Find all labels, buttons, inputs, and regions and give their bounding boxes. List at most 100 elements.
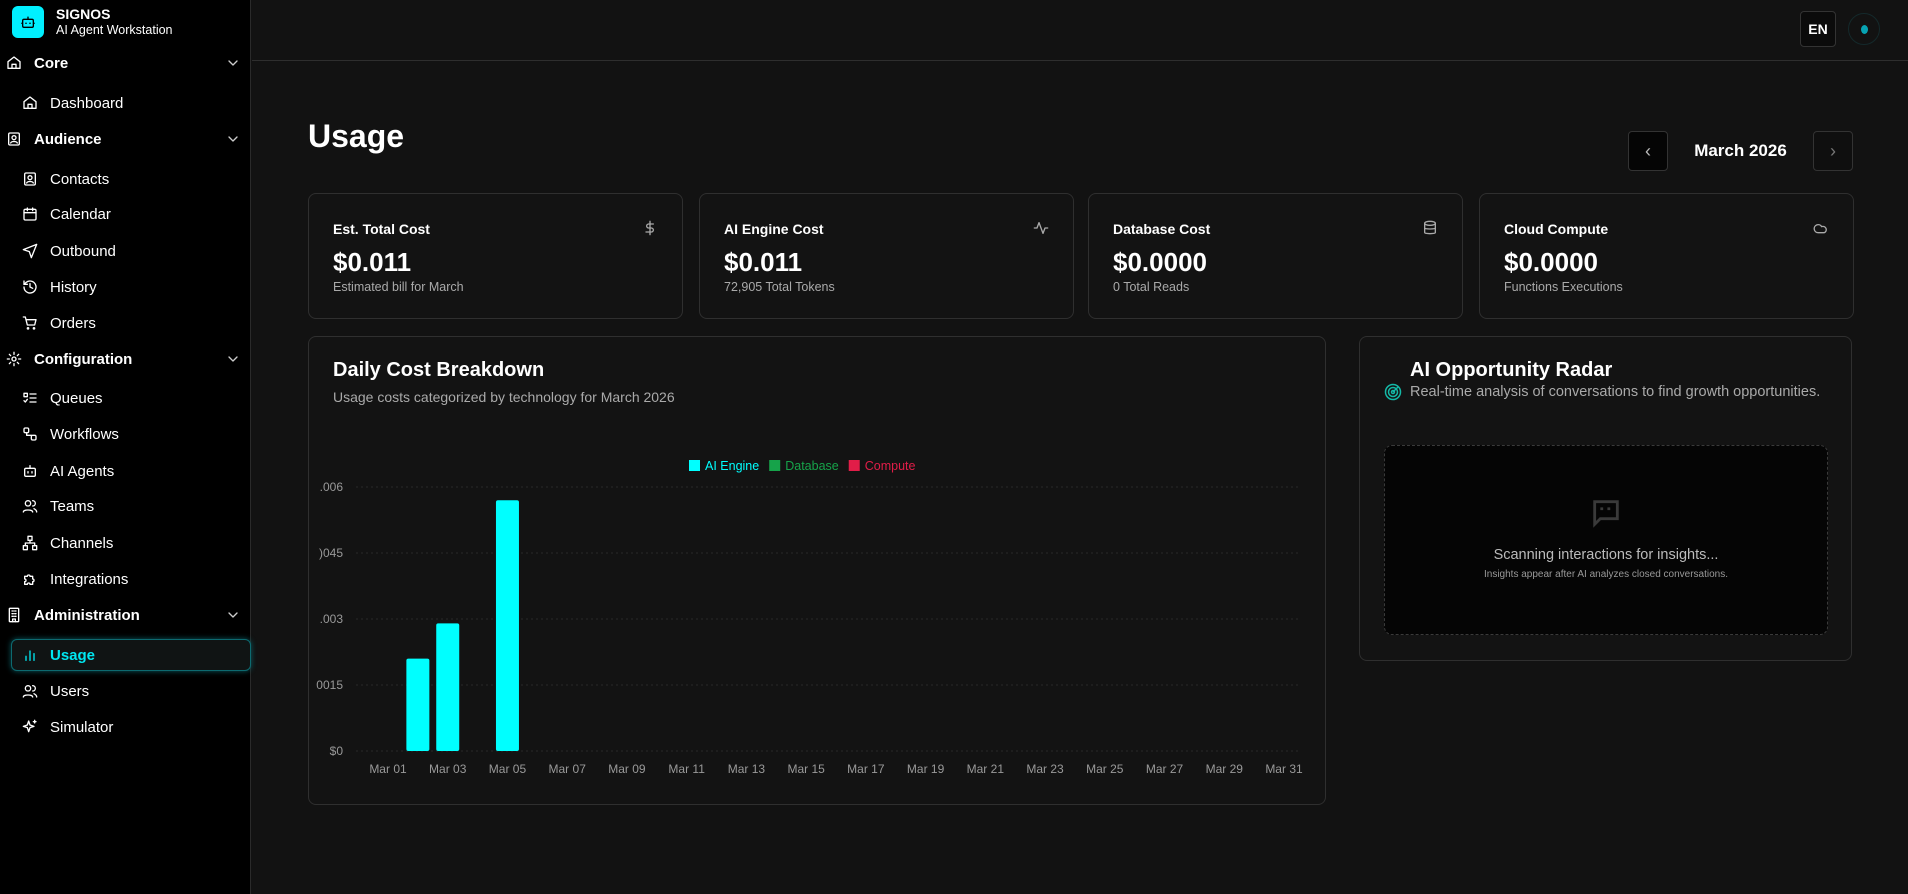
calendar-icon [23, 207, 37, 221]
stat-card-ai-engine-cost: AI Engine Cost $0.011 72,905 Total Tokens [699, 193, 1074, 319]
sidebar-item-integrations[interactable]: Integrations [0, 563, 251, 595]
sidebar-item-users[interactable]: Users [0, 675, 251, 707]
x-tick-label: Mar 05 [489, 762, 527, 776]
y-tick-label: 0015 [316, 678, 343, 692]
database-icon [1424, 220, 1436, 235]
bar-ai-engine[interactable] [406, 658, 430, 751]
radar-icon [1384, 383, 1402, 401]
x-tick-label: Mar 01 [369, 762, 407, 776]
x-tick-label: Mar 23 [1026, 762, 1064, 776]
x-tick-label: Mar 17 [847, 762, 885, 776]
breakdown-subtitle: Usage costs categorized by technology fo… [333, 389, 675, 405]
legend-swatch [848, 460, 860, 471]
topbar: EN [252, 0, 1908, 61]
network-icon [22, 535, 38, 551]
ai-opportunity-radar-card: AI Opportunity Radar Real-time analysis … [1359, 336, 1852, 661]
stat-subtext: Estimated bill for March [333, 280, 464, 294]
month-navigator: ‹ March 2026 › [1628, 131, 1853, 171]
sidebar-group-administration[interactable]: Administration [0, 599, 251, 631]
x-tick-label: Mar 13 [728, 762, 766, 776]
sidebar-item-usage[interactable]: Usage [11, 639, 251, 671]
sidebar-item-label: Calendar [50, 205, 111, 223]
home-icon [23, 96, 37, 109]
sidebar: SIGNOS AI Agent Workstation Core Dashboard… [0, 0, 251, 894]
chevron-left-icon: ‹ [1645, 140, 1651, 161]
x-tick-label: Mar 25 [1086, 762, 1124, 776]
brand[interactable]: SIGNOS AI Agent Workstation [12, 6, 173, 38]
chevron-down-icon [228, 136, 238, 142]
radar-title: AI Opportunity Radar [1410, 359, 1613, 381]
sidebar-item-label: Orders [50, 314, 96, 332]
insights-empty-state: Scanning interactions for insights... In… [1384, 445, 1828, 635]
sidebar-item-calendar[interactable]: Calendar [0, 198, 251, 230]
x-tick-label: Mar 21 [967, 762, 1005, 776]
y-tick-label: .006 [320, 480, 344, 494]
contact-icon [8, 132, 20, 146]
users-icon [22, 500, 38, 513]
workflow-icon [23, 427, 37, 441]
sidebar-group-audience[interactable]: Audience [0, 123, 251, 155]
y-tick-label: .003 [320, 612, 344, 626]
stat-value: $0.0000 [1113, 247, 1207, 277]
group-label: Administration [34, 606, 140, 624]
bot-icon [24, 465, 36, 477]
sidebar-item-label: Simulator [50, 718, 114, 736]
stat-subtext: Functions Executions [1504, 280, 1623, 294]
bar-ai-engine[interactable] [436, 623, 460, 751]
legend-label[interactable]: Database [785, 459, 839, 473]
y-tick-label: $0 [330, 744, 344, 758]
sidebar-item-contacts[interactable]: Contacts [0, 163, 251, 195]
language-button[interactable]: EN [1800, 11, 1836, 47]
history-icon [23, 280, 37, 294]
stat-value: $0.011 [724, 247, 803, 277]
sidebar-item-label: Users [50, 682, 90, 700]
status-indicator-button[interactable] [1848, 13, 1880, 45]
dollar-icon [645, 220, 654, 236]
sidebar-item-queues[interactable]: Queues [0, 382, 251, 414]
sidebar-item-workflows[interactable]: Workflows [0, 418, 251, 450]
empty-title: Scanning interactions for insights... [1493, 547, 1719, 563]
chevron-down-icon [228, 612, 238, 618]
brand-name: SIGNOS [56, 6, 111, 22]
next-month-button[interactable]: › [1813, 131, 1853, 171]
stat-card-database-cost: Database Cost $0.0000 0 Total Reads [1088, 193, 1463, 319]
sidebar-item-label: Usage [50, 646, 96, 664]
sidebar-item-teams[interactable]: Teams [0, 490, 251, 522]
legend-label[interactable]: Compute [865, 459, 916, 473]
sidebar-item-ai-agents[interactable]: AI Agents [0, 455, 251, 487]
x-tick-label: Mar 11 [668, 762, 705, 776]
sidebar-item-outbound[interactable]: Outbound [0, 235, 251, 267]
puzzle-icon [24, 574, 35, 585]
chevron-right-icon: › [1830, 140, 1836, 161]
sparkles-icon [22, 719, 37, 733]
sidebar-item-label: History [50, 278, 97, 296]
legend-label[interactable]: AI Engine [705, 459, 759, 473]
x-tick-label: Mar 29 [1206, 762, 1244, 776]
sidebar-item-orders[interactable]: Orders [0, 307, 251, 339]
building-icon [8, 607, 20, 623]
sidebar-item-dashboard[interactable]: Dashboard [0, 87, 251, 119]
sidebar-item-label: Channels [50, 534, 114, 552]
bar-ai-engine[interactable] [495, 500, 519, 751]
group-label: Core [34, 54, 69, 72]
chevron-down-icon [228, 356, 238, 362]
daily-cost-breakdown-card: Daily Cost Breakdown Usage costs categor… [308, 336, 1326, 805]
sidebar-item-label: Integrations [50, 570, 129, 588]
stat-label: Database Cost [1113, 221, 1211, 237]
x-tick-label: Mar 31 [1265, 762, 1303, 776]
prev-month-button[interactable]: ‹ [1628, 131, 1668, 171]
stat-subtext: 72,905 Total Tokens [724, 280, 835, 294]
sidebar-item-label: Contacts [50, 170, 110, 188]
month-label: March 2026 [1694, 141, 1787, 160]
legend-swatch [689, 460, 700, 471]
contact-icon [24, 172, 36, 186]
sidebar-group-configuration[interactable]: Configuration [0, 343, 251, 375]
group-label: Configuration [34, 350, 133, 368]
chevron-down-icon [228, 60, 238, 66]
sidebar-item-simulator[interactable]: Simulator [0, 711, 251, 743]
sidebar-item-channels[interactable]: Channels [0, 527, 251, 559]
sidebar-group-core[interactable]: Core [0, 47, 251, 79]
x-tick-label: Mar 07 [549, 762, 587, 776]
x-tick-label: Mar 27 [1146, 762, 1184, 776]
sidebar-item-history[interactable]: History [0, 271, 251, 303]
